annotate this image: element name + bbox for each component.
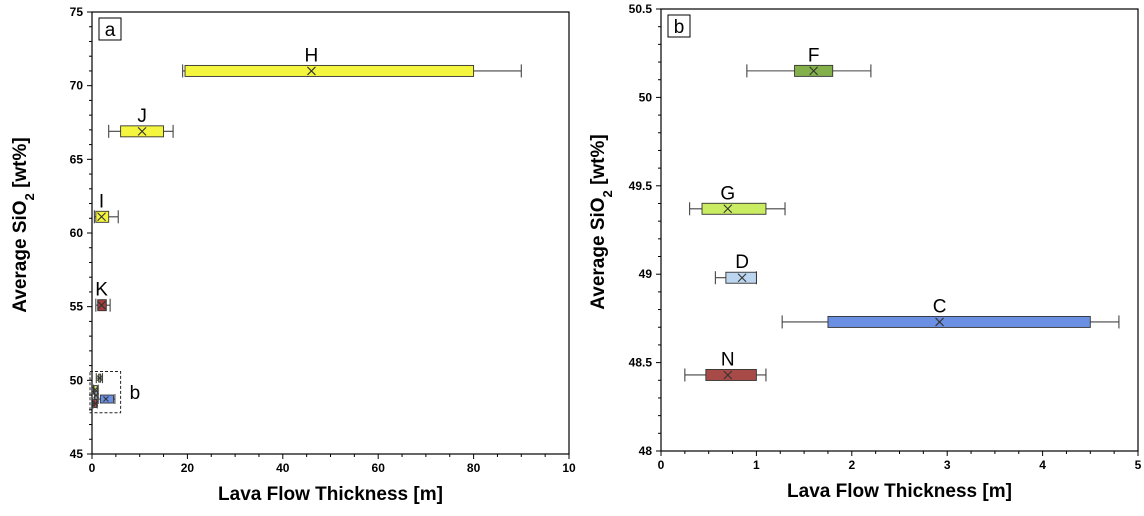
y-tick-label: 49: [639, 267, 653, 281]
mean-marker: [723, 204, 733, 214]
box-N: N: [684, 349, 767, 382]
y-tick-label: 60: [70, 226, 84, 240]
mean-marker: [809, 66, 819, 76]
box-label: D: [735, 252, 749, 273]
mean-marker: [93, 392, 99, 399]
x-axis-label: Lava Flow Thickness [m]: [218, 484, 443, 505]
mean-marker: [97, 300, 106, 310]
x-tick-label: 2: [848, 458, 855, 472]
plot-frame-a: [91, 11, 570, 455]
box-H: H: [182, 45, 522, 78]
x-tick-label: 80: [467, 461, 481, 475]
box-G: G: [689, 183, 786, 216]
y-tick-label: 75: [70, 5, 84, 19]
x-axis-label: Lava Flow Thickness [m]: [787, 481, 1012, 502]
x-tick-label: 60: [372, 461, 386, 475]
iqr-box: [184, 64, 475, 77]
x-tick-label: 4: [1039, 458, 1046, 472]
y-tick-label: 48.5: [629, 356, 653, 370]
box-D: D: [714, 252, 757, 285]
panel-label: b: [674, 17, 685, 38]
y-tick-label: 45: [70, 447, 84, 461]
box-J: J: [108, 106, 174, 138]
y-tick-label: 55: [70, 300, 84, 314]
plot-frame-b: [660, 8, 1139, 452]
box-N: [92, 398, 99, 409]
box-label: H: [305, 45, 319, 66]
y-tick-label: 65: [70, 152, 84, 166]
y-tick-label: 50: [639, 90, 653, 104]
x-tick-label: 1: [753, 458, 760, 472]
y-tick-label: 49.5: [629, 179, 653, 193]
box-D: [93, 390, 99, 401]
mean-marker: [103, 396, 109, 402]
x-tick-label: 5: [1135, 458, 1142, 472]
x-tick-label: 40: [276, 461, 290, 475]
box-F: F: [746, 45, 872, 78]
box-label: G: [720, 183, 735, 204]
panel-a: 0 20 40 60 80 10 45 50 55 60 65 70 75 Lava Flow Thick…: [70, 5, 576, 505]
box-label: K: [95, 280, 108, 301]
mean-marker: [97, 212, 106, 222]
panel-b: 0 1 2 3 4 5 48 48.5 49 49.5 50 50.5 Lava Flow Thickn…: [629, 2, 1142, 502]
mean-marker: [723, 370, 733, 380]
mean-marker: [737, 273, 747, 283]
box-C: [97, 394, 116, 405]
y-tick-label: 70: [70, 79, 84, 93]
mean-marker: [307, 66, 316, 76]
x-tick-label: 0: [89, 461, 96, 475]
y-tick-label: 50.5: [629, 2, 653, 16]
mean-marker: [935, 317, 944, 327]
inset-region-box: [89, 370, 122, 414]
box-C: C: [781, 296, 1120, 329]
panel-label-box: [667, 14, 691, 38]
mean-marker: [137, 126, 147, 136]
x-tick-label: 20: [181, 461, 195, 475]
y-axis-label: Average SiO2 [wt%]: [588, 134, 615, 309]
inset-label: b: [130, 383, 141, 404]
box-label: F: [808, 45, 820, 66]
y-axis-label: Average SiO2 [wt%]: [10, 137, 37, 312]
y-tick-label: 50: [70, 373, 84, 387]
panel-label-box: [98, 17, 122, 41]
panel-label: a: [105, 20, 116, 41]
iqr-box: [725, 271, 757, 284]
box-K: K: [95, 280, 111, 312]
iqr-box: [705, 369, 757, 381]
box-label: N: [721, 349, 735, 370]
x-tick-label: 10: [562, 461, 576, 475]
mean-marker: [96, 375, 103, 382]
x-tick-label: 0: [658, 458, 665, 472]
box-label: I: [99, 191, 104, 212]
iqr-box: [99, 394, 114, 404]
iqr-box: [701, 202, 767, 215]
iqr-box: [827, 315, 1091, 328]
mean-marker: [92, 386, 99, 393]
box-F: [95, 373, 104, 384]
mean-marker: [92, 400, 99, 407]
y-tick-label: 48: [639, 444, 653, 458]
box-label: J: [137, 106, 147, 127]
x-tick-label: 3: [944, 458, 951, 472]
box-I: I: [93, 191, 119, 224]
box-label: C: [933, 296, 947, 317]
